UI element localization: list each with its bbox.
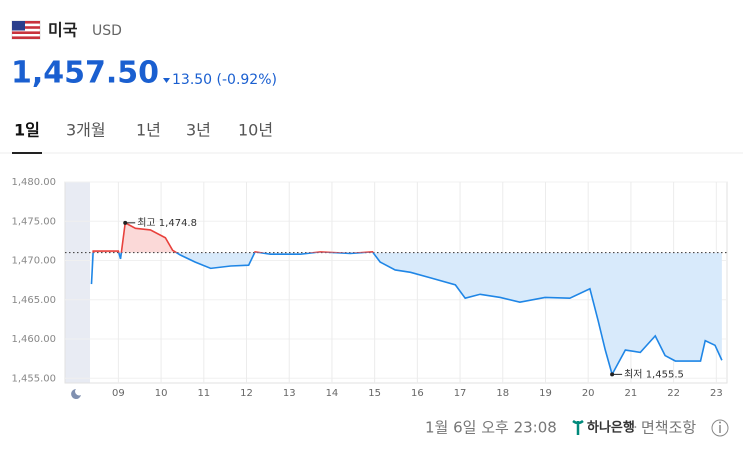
tab[interactable]: 3개월 [66, 121, 106, 140]
x-tick-label: 20 [582, 388, 595, 399]
y-tick-label: 1,465.00 [11, 295, 56, 306]
x-tick-label: 16 [411, 388, 424, 399]
x-tick-label: 13 [283, 388, 296, 399]
line-below [90, 252, 723, 377]
x-tick-label: 18 [496, 388, 509, 399]
tab[interactable]: 1년 [136, 121, 161, 140]
bank-name: 하나은행 [587, 420, 635, 436]
y-tick-label: 1,460.00 [11, 334, 56, 345]
change: 13.50 (-0.92%) [172, 72, 277, 88]
x-tick-label: 11 [197, 388, 210, 399]
tabs: 1일 3개월 1년 3년 10년 [14, 121, 273, 140]
night-shade [65, 182, 90, 383]
x-tick-label: 17 [454, 388, 467, 399]
disclaimer[interactable]: 면책조항 [641, 419, 696, 437]
x-tick-label: 19 [539, 388, 552, 399]
x-tick-label: 12 [240, 388, 253, 399]
y-tick-label: 1,455.00 [11, 373, 56, 384]
annotation-label: 최저 1,455.5 [624, 368, 684, 380]
annotation-label: 최고 1,474.8 [137, 217, 197, 229]
separator-dot: · [633, 419, 638, 437]
x-tick-label: 22 [667, 388, 680, 399]
price: 1,457.50 [11, 56, 159, 91]
country: 미국 [48, 21, 78, 40]
x-tick-label: 14 [326, 388, 339, 399]
x-tick-label: 23 [710, 388, 723, 399]
x-tick-label: 15 [368, 388, 381, 399]
y-tick-label: 1,480.00 [11, 177, 56, 188]
area-above [91, 222, 722, 253]
area-below [91, 252, 722, 375]
down-arrow [163, 78, 170, 83]
x-tick-label: 21 [625, 388, 638, 399]
bank-logo [572, 419, 584, 435]
currency: USD [92, 23, 122, 39]
y-tick-label: 1,470.00 [11, 256, 56, 267]
info-icon[interactable] [711, 419, 729, 437]
timestamp: 1월 6일 오후 23:08 [425, 419, 557, 437]
tab[interactable]: 10년 [238, 121, 273, 140]
us-flag [11, 20, 41, 40]
x-tick-label: 10 [155, 388, 168, 399]
moon-icon [71, 389, 81, 399]
x-tick-label: 09 [112, 388, 125, 399]
tab[interactable]: 1일 [14, 121, 40, 140]
y-tick-label: 1,475.00 [11, 216, 56, 227]
tab[interactable]: 3년 [186, 121, 211, 140]
line-above [92, 221, 375, 253]
